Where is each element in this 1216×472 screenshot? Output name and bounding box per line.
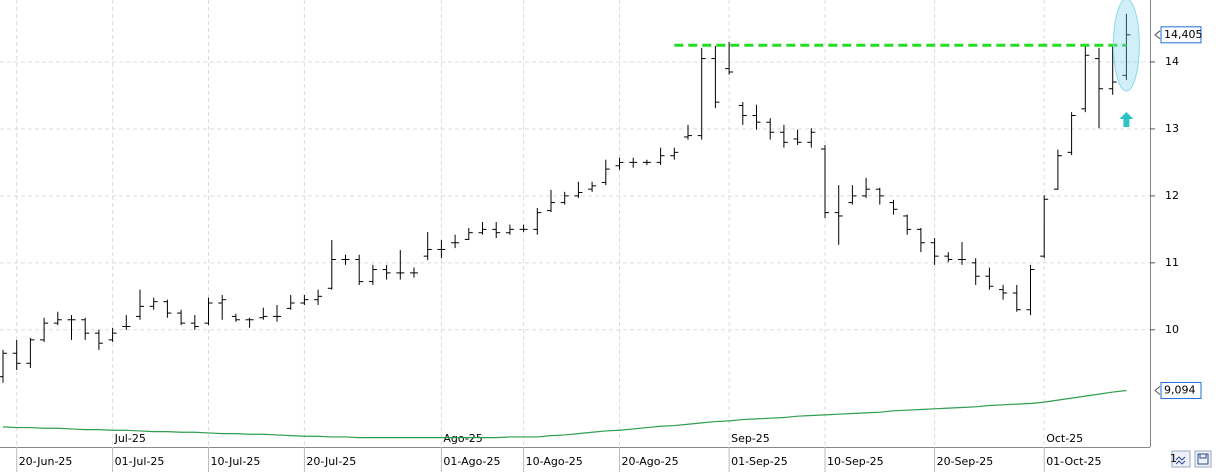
- x-tick-label: 10-Ago-25: [526, 455, 583, 468]
- price-marker-label: 9,094: [1164, 383, 1196, 396]
- zoom-icon: [1175, 456, 1186, 465]
- x-tick-label: 01-Ago-25: [443, 455, 500, 468]
- price-marker-label: 14,405: [1164, 28, 1203, 41]
- x-tick-label: 01-Sep-25: [731, 455, 788, 468]
- save-icon: [1197, 453, 1209, 465]
- moving-average-line: [2, 389, 1127, 439]
- scale-label: 1: [1170, 452, 1177, 465]
- x-tick-label: 20-Jun-25: [19, 455, 73, 468]
- x-tick-label: 20-Ago-25: [622, 455, 679, 468]
- price-marker-pointer: [1154, 386, 1161, 395]
- month-label: Oct-25: [1046, 432, 1083, 445]
- y-tick-label: 11: [1165, 256, 1179, 269]
- y-tick-label: 13: [1165, 122, 1179, 135]
- x-tick-label: 01-Oct-25: [1046, 455, 1101, 468]
- price-marker-box: [1160, 381, 1202, 399]
- month-label: Jul-25: [114, 432, 146, 445]
- x-tick-label: 20-Jul-25: [306, 455, 356, 468]
- price-marker-pointer: [1154, 30, 1161, 40]
- bottom-controls: [1171, 450, 1212, 468]
- x-tick-label: 20-Sep-25: [937, 455, 994, 468]
- y-tick-label: 12: [1165, 189, 1179, 202]
- y-tick-label: 10: [1165, 323, 1179, 336]
- y-tick-label: 14: [1165, 55, 1179, 68]
- highlight-ellipse: [1112, 0, 1140, 92]
- month-label: Ago-25: [443, 432, 482, 445]
- price-marker-box: [1160, 26, 1202, 44]
- x-tick-label: 10-Sep-25: [827, 455, 884, 468]
- up-arrow: [1119, 112, 1134, 127]
- month-label: Sep-25: [731, 432, 770, 445]
- save-button[interactable]: [1194, 450, 1212, 468]
- x-tick-label: 01-Jul-25: [115, 455, 165, 468]
- x-tick-label: 10-Jul-25: [211, 455, 261, 468]
